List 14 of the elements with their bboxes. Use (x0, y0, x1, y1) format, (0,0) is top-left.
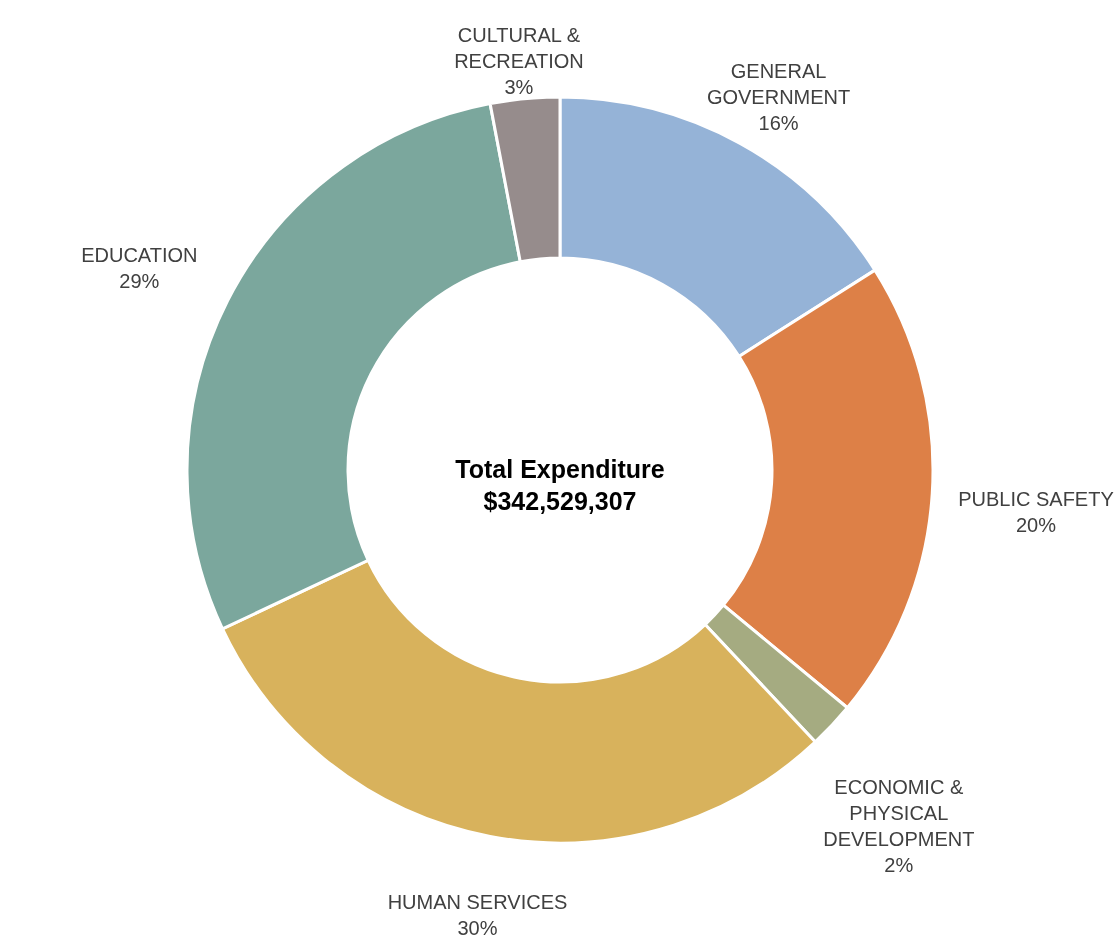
data-label: 20% (1015, 513, 1057, 536)
data-label: 2% (884, 854, 914, 877)
slice-label: PUBLIC SAFETY (958, 487, 1114, 510)
slice-label: ECONOMIC & PHYSICAL DEVELOPMENT (823, 776, 975, 851)
slice-label: GENERAL GOVERNMENT (706, 60, 851, 109)
slice-label: HUMAN SERVICES (387, 890, 568, 913)
text: Total Expenditure (455, 455, 665, 483)
slice-label: CULTURAL & RECREATION (454, 23, 584, 72)
text: $342,529,307 (483, 487, 637, 515)
slice-label: EDUCATION (81, 243, 198, 266)
data-label: 30% (457, 916, 498, 939)
data-label: 29% (119, 269, 160, 292)
data-label: 16% (758, 112, 799, 135)
data-label: 3% (504, 75, 534, 98)
